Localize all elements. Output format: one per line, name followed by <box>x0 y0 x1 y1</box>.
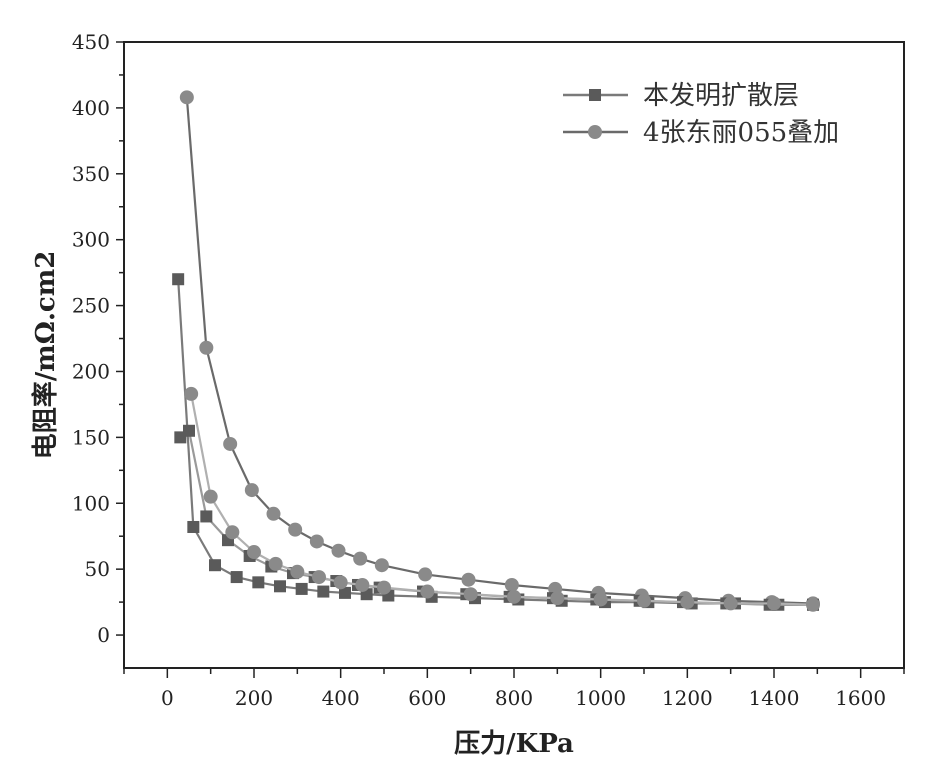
data-point-circle <box>203 489 218 504</box>
data-point-circle <box>331 543 346 558</box>
x-axis-title: 压力/KPa <box>454 729 574 759</box>
data-point-square <box>274 580 286 593</box>
x-tick-label: 1400 <box>749 686 800 710</box>
data-point-circle <box>353 551 368 566</box>
x-tick-label: 800 <box>495 686 533 710</box>
data-point-circle <box>223 436 238 451</box>
data-point-circle <box>767 596 781 611</box>
data-point-circle <box>593 592 608 607</box>
data-point-square <box>200 510 213 523</box>
data-point-circle <box>244 483 259 498</box>
legend-marker-square <box>589 89 601 101</box>
x-tick-label: 1600 <box>835 686 886 710</box>
data-point-circle <box>184 386 199 401</box>
legend-marker-circle <box>588 125 602 139</box>
data-point-square <box>230 571 243 584</box>
data-point-square <box>183 424 195 437</box>
y-tick-label: 250 <box>72 294 110 318</box>
data-point-circle <box>806 597 820 612</box>
data-point-circle <box>225 525 240 540</box>
y-tick-label: 400 <box>72 96 110 120</box>
data-point-square <box>187 520 200 533</box>
data-point-circle <box>680 595 695 610</box>
data-point-circle <box>268 556 283 571</box>
legend-label: 4张东丽055叠加 <box>643 118 839 148</box>
series-layer <box>172 90 820 612</box>
data-point-circle <box>309 534 324 549</box>
data-point-circle <box>461 572 476 587</box>
y-tick-label: 50 <box>85 557 110 581</box>
x-tick-label: 200 <box>235 686 273 710</box>
y-tick-label: 100 <box>72 491 110 515</box>
data-point-circle <box>418 567 433 582</box>
data-point-square <box>317 585 330 598</box>
data-point-circle <box>312 570 326 585</box>
data-point-circle <box>374 558 389 573</box>
data-point-square <box>339 586 351 599</box>
data-point-circle <box>507 589 521 604</box>
y-tick-label: 150 <box>72 425 110 449</box>
series-3 <box>184 386 820 612</box>
legend-label: 本发明扩散层 <box>643 81 799 111</box>
data-point-circle <box>420 584 435 599</box>
data-point-circle <box>355 577 370 592</box>
data-point-circle <box>463 587 478 602</box>
legend: 本发明扩散层 4张东丽055叠加 <box>563 81 839 148</box>
x-tick-label: 1200 <box>662 686 713 710</box>
x-tick-label: 600 <box>408 686 446 710</box>
y-tick-label: 200 <box>72 359 110 383</box>
x-tick-label: 1000 <box>575 686 626 710</box>
data-point-circle <box>290 564 305 579</box>
series-1 <box>179 90 820 611</box>
data-point-circle <box>504 577 519 592</box>
data-point-circle <box>550 591 565 606</box>
data-point-circle <box>199 340 214 355</box>
series-line <box>177 279 813 606</box>
y-tick-label: 450 <box>72 30 110 54</box>
data-point-circle <box>377 580 391 595</box>
data-point-circle <box>288 522 303 537</box>
data-point-circle <box>179 90 194 105</box>
data-point-square <box>209 559 221 572</box>
data-point-square <box>295 582 308 595</box>
data-point-circle <box>266 506 281 521</box>
y-tick-label: 350 <box>72 162 110 186</box>
axis-ticks: 0 200 400 600 800 1000 1200 1400 1600 0 50 100 150 20… <box>72 30 905 710</box>
data-point-circle <box>723 596 738 611</box>
data-point-circle <box>247 545 261 560</box>
data-point-circle <box>637 593 651 608</box>
x-tick-label: 400 <box>322 686 360 710</box>
data-point-square <box>172 273 185 286</box>
data-point-square <box>252 576 265 589</box>
x-tick-label: 0 <box>161 686 174 710</box>
y-axis-title: 电阻率/mΩ.cm2 <box>30 251 61 460</box>
data-point-circle <box>333 575 348 590</box>
y-tick-label: 300 <box>72 228 110 252</box>
y-tick-label: 0 <box>97 623 110 647</box>
series-line <box>185 97 814 605</box>
series-line <box>190 393 814 606</box>
